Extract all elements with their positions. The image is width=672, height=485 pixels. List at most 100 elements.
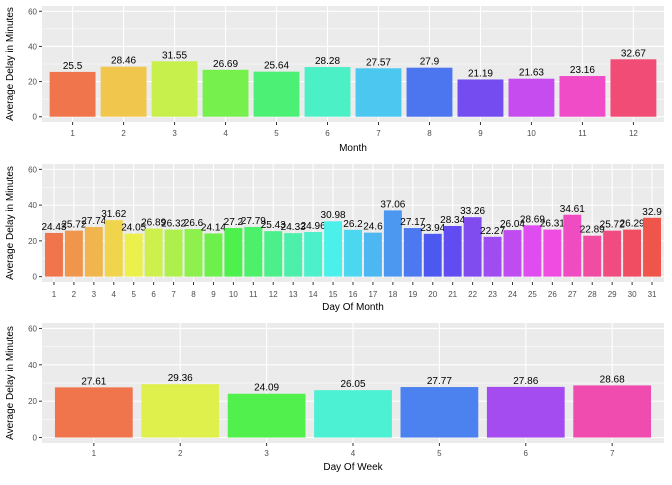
x-tick-label: 10 <box>527 129 536 138</box>
x-tick-label: 6 <box>524 449 529 458</box>
x-tick-label: 25 <box>528 290 537 299</box>
bar-9 <box>204 233 223 277</box>
bar-18 <box>383 210 402 277</box>
x-tick-label: 14 <box>309 290 318 299</box>
bar-3 <box>84 227 103 277</box>
data-label: 24.33 <box>281 222 306 233</box>
bar-11 <box>559 76 606 117</box>
data-label: 26.6 <box>184 218 204 229</box>
x-tick-label: 21 <box>448 290 457 299</box>
data-label: 28.68 <box>600 374 625 385</box>
bar-21 <box>443 225 462 277</box>
data-label: 28.34 <box>440 215 465 226</box>
y-tick-label: 0 <box>33 273 38 282</box>
y-tick-label: 60 <box>28 324 37 333</box>
y-tick-label: 20 <box>28 78 37 87</box>
data-label: 28.46 <box>111 56 136 67</box>
bar-20 <box>423 233 442 277</box>
bar-16 <box>344 229 362 277</box>
chart-panel-1: 0 20 40 60 25.5 1 28.46 2 31.55 3 26.69 4 25.64 5 28.2… <box>5 6 664 154</box>
x-axis-title: Day Of Month <box>322 302 384 313</box>
x-tick-label: 5 <box>274 129 279 138</box>
x-tick-label: 3 <box>172 129 177 138</box>
x-tick-label: 5 <box>437 449 442 458</box>
x-tick-label: 2 <box>178 449 183 458</box>
y-tick-label: 0 <box>33 434 38 443</box>
x-tick-label: 28 <box>588 290 597 299</box>
data-label: 26.31 <box>540 219 565 230</box>
bar-5 <box>253 71 300 117</box>
x-tick-label: 1 <box>52 290 57 299</box>
bar-1 <box>44 232 63 277</box>
data-label: 26.05 <box>340 379 365 390</box>
bar-31 <box>643 217 662 277</box>
bar-11 <box>244 226 263 277</box>
bar-2 <box>141 384 220 438</box>
x-tick-label: 24 <box>508 290 517 299</box>
data-label: 27.86 <box>513 376 538 387</box>
y-tick-label: 20 <box>28 237 37 246</box>
x-tick-label: 19 <box>408 290 417 299</box>
bar-15 <box>324 221 343 277</box>
bar-10 <box>224 228 243 277</box>
bar-6 <box>486 386 565 438</box>
x-tick-label: 3 <box>92 290 97 299</box>
data-label: 25.5 <box>63 61 83 72</box>
x-tick-label: 29 <box>608 290 617 299</box>
bar-25 <box>523 225 542 277</box>
x-tick-label: 7 <box>610 449 615 458</box>
data-label: 26.2 <box>343 219 363 230</box>
data-label: 21.63 <box>519 68 544 79</box>
data-label: 24.05 <box>121 223 146 234</box>
data-label: 23.94 <box>420 223 445 234</box>
data-label: 34.61 <box>560 204 585 215</box>
data-label: 26.89 <box>141 218 166 229</box>
data-label: 31.55 <box>162 50 187 61</box>
data-label: 27.61 <box>81 376 106 387</box>
data-label: 25.72 <box>600 220 625 231</box>
y-axis-title: Average Delay in Minutes <box>5 166 16 280</box>
data-label: 24.14 <box>201 222 226 233</box>
x-tick-label: 18 <box>388 290 397 299</box>
data-label: 27.17 <box>400 217 425 228</box>
data-label: 27.2 <box>224 217 244 228</box>
bar-7 <box>573 385 652 438</box>
bar-14 <box>304 232 323 277</box>
bar-4 <box>314 390 392 438</box>
x-tick-label: 11 <box>578 129 587 138</box>
y-tick-label: 40 <box>28 42 37 51</box>
x-tick-label: 8 <box>191 290 196 299</box>
x-tick-label: 4 <box>351 449 356 458</box>
data-label: 27.79 <box>241 216 266 227</box>
x-tick-label: 15 <box>329 290 338 299</box>
x-tick-label: 22 <box>468 290 477 299</box>
x-tick-label: 7 <box>171 290 176 299</box>
x-tick-label: 13 <box>289 290 298 299</box>
bar-1 <box>49 71 96 117</box>
x-tick-label: 17 <box>368 290 377 299</box>
data-label: 27.9 <box>420 57 440 68</box>
bar-26 <box>543 229 562 277</box>
x-tick-label: 12 <box>269 290 278 299</box>
bar-22 <box>463 217 482 277</box>
data-label: 25.72 <box>61 220 86 231</box>
data-label: 31.62 <box>101 209 126 220</box>
y-tick-label: 60 <box>28 165 37 174</box>
y-tick-label: 40 <box>28 201 37 210</box>
y-axis-title: Average Delay in Minutes <box>5 7 16 121</box>
x-tick-label: 3 <box>264 449 269 458</box>
x-tick-label: 2 <box>121 129 126 138</box>
bar-29 <box>603 230 622 277</box>
data-label: 26.29 <box>620 219 645 230</box>
x-tick-label: 4 <box>223 129 228 138</box>
bar-30 <box>623 229 642 277</box>
bar-23 <box>483 236 502 277</box>
data-label: 32.9 <box>642 207 662 218</box>
data-label: 25.43 <box>261 220 286 231</box>
x-tick-label: 9 <box>211 290 216 299</box>
x-axis-title: Month <box>339 143 367 154</box>
bar-1 <box>54 387 133 438</box>
bar-4 <box>104 220 123 277</box>
bar-28 <box>583 235 602 277</box>
